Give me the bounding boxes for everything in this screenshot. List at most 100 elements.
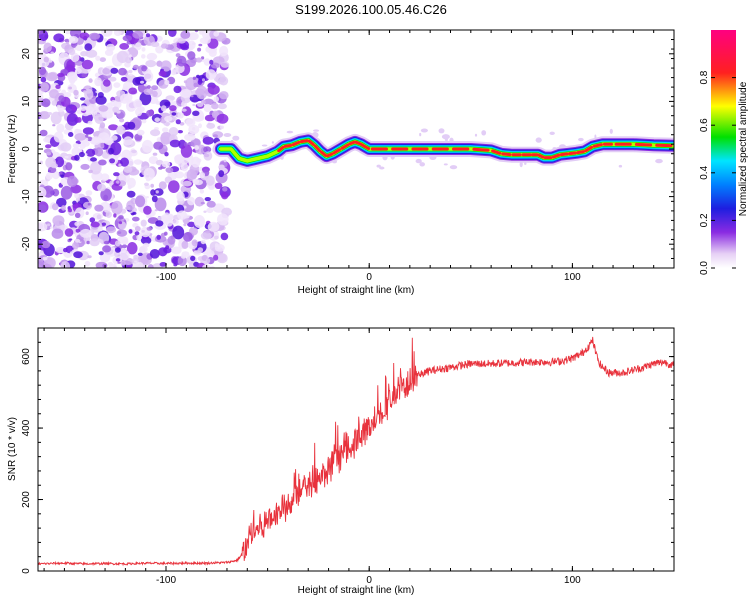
noise-blob xyxy=(38,261,45,268)
noise-blob xyxy=(214,182,223,189)
noise-blob xyxy=(203,103,212,113)
ridge-core xyxy=(313,144,321,152)
noise-blob xyxy=(73,251,83,259)
colorbar-tick-label: 0.2 xyxy=(699,213,710,227)
noise-blob xyxy=(131,149,137,154)
noise-blob xyxy=(116,229,128,237)
noise-blob xyxy=(90,221,100,228)
noise-blob xyxy=(160,60,172,72)
noise-blob xyxy=(187,196,196,206)
noise-blob xyxy=(60,261,71,268)
noise-blob xyxy=(192,110,200,117)
noise-blob xyxy=(132,30,144,39)
snr-ylabel: SNR (10 * v/v) xyxy=(7,417,18,481)
noise-blob xyxy=(88,169,93,174)
noise-blob xyxy=(203,151,213,161)
ridge-core xyxy=(592,143,603,148)
noise-blob xyxy=(143,83,148,87)
noise-speck xyxy=(474,133,478,137)
noise-blob xyxy=(164,79,170,86)
noise-blob xyxy=(164,101,171,106)
noise-blob xyxy=(203,58,211,66)
noise-blob xyxy=(110,100,118,107)
noise-blob xyxy=(128,69,133,74)
noise-blob xyxy=(41,240,51,249)
noise-blob xyxy=(103,79,111,87)
noise-blob xyxy=(79,32,90,39)
ridge-core xyxy=(348,140,356,146)
noise-blob xyxy=(68,132,74,137)
noise-blob xyxy=(119,43,130,50)
noise-blob xyxy=(98,159,107,166)
noise-blob xyxy=(70,52,80,63)
noise-blob xyxy=(173,43,177,47)
noise-blob xyxy=(213,31,220,37)
noise-blob xyxy=(132,216,140,222)
colorbar-tick-label: 0.8 xyxy=(699,70,710,84)
noise-blob xyxy=(163,145,167,149)
noise-blob xyxy=(123,93,133,102)
noise-speck xyxy=(313,129,320,132)
noise-blob xyxy=(53,33,65,43)
noise-blob xyxy=(156,234,161,240)
noise-blob xyxy=(219,91,229,100)
noise-blob xyxy=(201,78,206,82)
noise-blob xyxy=(55,246,66,254)
noise-blob xyxy=(64,155,69,159)
noise-blob xyxy=(45,144,52,149)
noise-blob xyxy=(66,71,78,80)
noise-blob xyxy=(171,69,177,76)
noise-blob xyxy=(103,194,109,201)
noise-blob xyxy=(111,200,123,215)
noise-blob xyxy=(87,202,91,206)
noise-blob xyxy=(74,221,80,226)
noise-blob xyxy=(87,255,92,259)
noise-blob xyxy=(203,146,212,153)
noise-blob xyxy=(105,211,112,219)
noise-blob xyxy=(183,142,188,147)
noise-speck xyxy=(618,164,623,168)
noise-blob xyxy=(129,73,133,76)
noise-blob xyxy=(74,192,80,199)
noise-speck xyxy=(420,128,428,133)
noise-blob xyxy=(152,90,158,97)
noise-blob xyxy=(98,132,110,144)
noise-blob xyxy=(80,51,88,57)
ridge-core xyxy=(491,149,502,155)
noise-blob xyxy=(146,226,153,231)
noise-blob xyxy=(217,245,221,250)
noise-blob xyxy=(68,49,76,55)
noise-blob xyxy=(192,178,200,185)
noise-blob xyxy=(134,261,144,268)
noise-blob xyxy=(106,43,116,52)
noise-blob xyxy=(103,240,110,245)
noise-blob xyxy=(71,147,82,157)
noise-blob xyxy=(177,130,183,134)
noise-blob xyxy=(137,129,145,136)
noise-blob xyxy=(183,223,187,227)
spectrogram-xtick-label: 100 xyxy=(564,272,581,283)
noise-blob xyxy=(167,235,176,245)
noise-blob xyxy=(48,59,53,63)
noise-blob xyxy=(202,136,214,145)
noise-blob xyxy=(191,239,198,247)
noise-blob xyxy=(38,111,51,120)
noise-blob xyxy=(140,80,144,84)
noise-blob xyxy=(98,251,104,256)
noise-blob xyxy=(192,103,196,107)
noise-blob xyxy=(222,187,228,192)
noise-blob xyxy=(195,57,203,63)
noise-blob xyxy=(85,190,93,196)
spectrogram-xlabel: Height of straight line (km) xyxy=(298,285,415,296)
noise-speck xyxy=(419,132,422,137)
noise-blob xyxy=(80,163,90,170)
noise-blob xyxy=(187,51,196,60)
snr-panel: -100 0 100 0 200 400 600 Height of straight li… xyxy=(7,327,675,596)
noise-blob xyxy=(155,100,161,105)
noise-blob xyxy=(177,37,186,44)
noise-speck xyxy=(535,137,542,143)
noise-blob xyxy=(221,191,229,200)
noise-blob xyxy=(102,245,112,253)
noise-blob xyxy=(188,124,200,135)
noise-blob xyxy=(154,209,158,212)
